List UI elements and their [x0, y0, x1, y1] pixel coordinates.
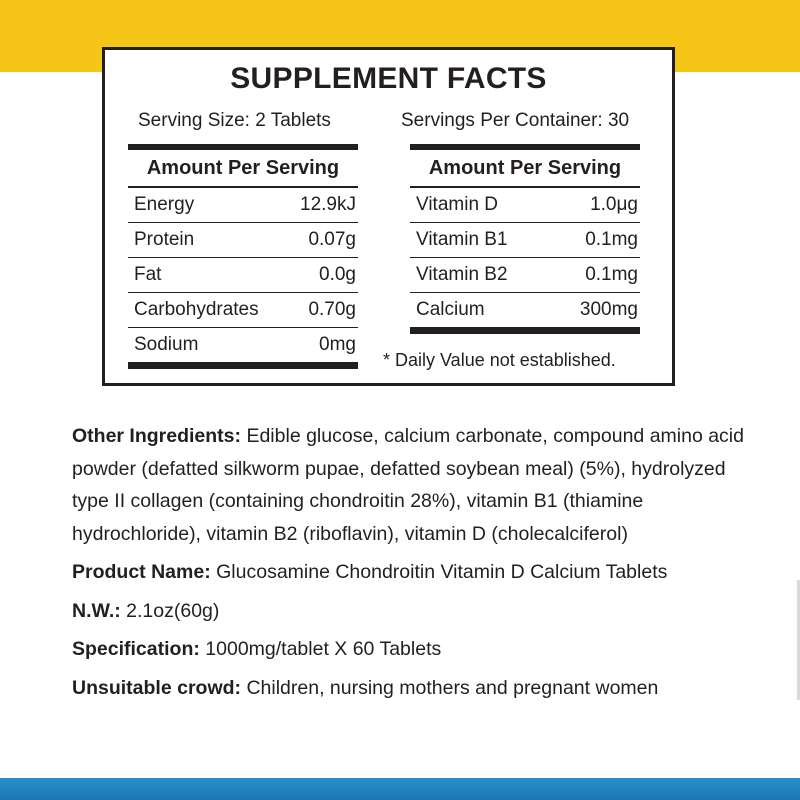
nutrient-name: Calcium: [416, 299, 485, 320]
nutrient-name: Vitamin D: [416, 194, 499, 215]
unsuitable-crowd: Unsuitable crowd: Children, nursing moth…: [72, 672, 752, 705]
bottom-blue-band: [0, 778, 800, 800]
daily-value-note: * Daily Value not established.: [383, 350, 616, 370]
nutrient-value: 0.1mg: [585, 229, 638, 250]
table-rule-bottom: [128, 363, 358, 369]
table-row: Carbohydrates 0.70g: [128, 293, 358, 328]
nutrition-table-right: Amount Per Serving Vitamin D 1.0μg Vitam…: [410, 144, 640, 334]
info-value: Children, nursing mothers and pregnant w…: [246, 676, 659, 699]
product-info: Other Ingredients: Edible glucose, calci…: [72, 420, 752, 710]
table-row: Vitamin B1 0.1mg: [410, 223, 640, 258]
info-label: Product Name:: [72, 561, 211, 583]
nutrient-value: 12.9kJ: [300, 194, 356, 215]
specification: Specification: 1000mg/tablet X 60 Tablet…: [72, 633, 752, 666]
nutrient-value: 0.07g: [308, 229, 356, 250]
nutrient-name: Vitamin B1: [416, 229, 508, 250]
serving-size: Serving Size: 2 Tablets: [138, 110, 331, 131]
nutrient-name: Energy: [134, 194, 195, 215]
nutrient-value: 0.70g: [308, 299, 356, 320]
nutrient-name: Sodium: [134, 334, 199, 355]
table-rule-bottom: [410, 328, 640, 334]
table-row: Vitamin D 1.0μg: [410, 188, 640, 223]
info-value: 2.1oz(60g): [126, 599, 220, 622]
info-label: Unsuitable crowd:: [72, 676, 242, 699]
nutrient-value: 0mg: [319, 334, 356, 355]
nutrient-name: Carbohydrates: [134, 299, 259, 320]
net-weight: N.W.: 2.1oz(60g): [72, 595, 752, 628]
nutrient-name: Protein: [134, 229, 195, 250]
table-header: Amount Per Serving: [410, 150, 640, 188]
nutrient-name: Fat: [134, 264, 162, 285]
right-edge-divider: [797, 580, 800, 700]
table-row: Sodium 0mg: [128, 328, 358, 363]
table-row: Calcium 300mg: [410, 293, 640, 328]
info-label: Other Ingredients:: [72, 425, 242, 447]
info-value: 1000mg/tablet X 60 Tablets: [205, 638, 442, 660]
nutrient-value: 1.0μg: [590, 194, 638, 215]
nutrition-table-left: Amount Per Serving Energy 12.9kJ Protein…: [128, 144, 358, 369]
nutrient-value: 300mg: [579, 299, 638, 320]
other-ingredients: Other Ingredients: Edible glucose, calci…: [72, 420, 752, 550]
info-label: N.W.:: [72, 599, 121, 622]
supplement-facts-panel: SUPPLEMENT FACTS Serving Size: 2 Tablets…: [102, 47, 675, 386]
table-rule-top: [410, 144, 640, 150]
table-header: Amount Per Serving: [128, 150, 358, 188]
table-row: Vitamin B2 0.1mg: [410, 258, 640, 293]
table-row: Protein 0.07g: [128, 223, 358, 258]
info-value: Edible glucose, calcium carbonate, compo…: [72, 425, 744, 545]
info-value: Glucosamine Chondroitin Vitamin D Calciu…: [216, 561, 668, 583]
nutrient-value: 0.1mg: [585, 264, 638, 285]
nutrient-value: 0.0g: [319, 264, 356, 285]
table-row: Energy 12.9kJ: [128, 188, 358, 223]
table-row: Fat 0.0g: [128, 258, 358, 293]
facts-title: SUPPLEMENT FACTS: [230, 62, 547, 95]
servings-per-container: Servings Per Container: 30: [401, 110, 630, 131]
nutrient-name: Vitamin B2: [416, 264, 508, 285]
table-rule-top: [128, 144, 358, 150]
product-name: Product Name: Glucosamine Chondroitin Vi…: [72, 556, 752, 589]
info-label: Specification:: [72, 638, 200, 660]
